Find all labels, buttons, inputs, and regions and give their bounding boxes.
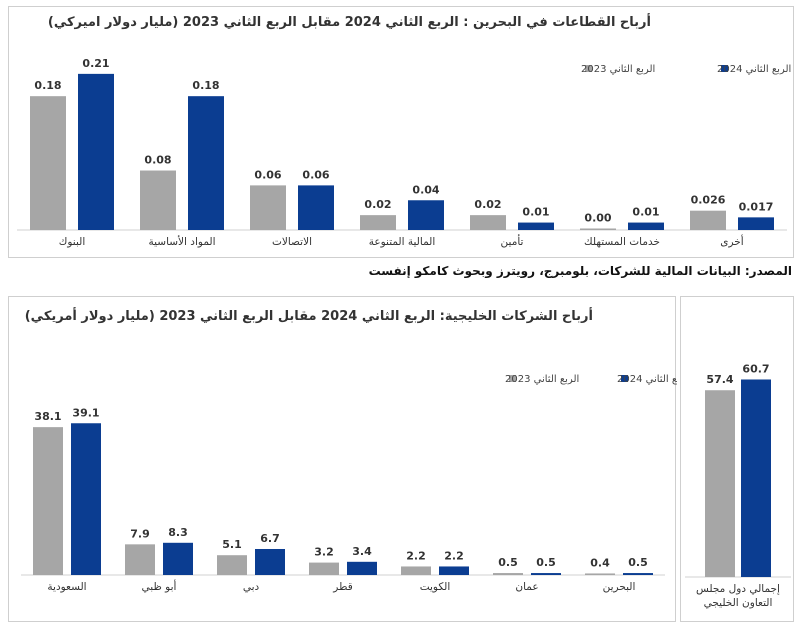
data-label: 0.5	[498, 556, 518, 569]
gcc-total-chart-panel: 57.4 60.7 إجمالي دول مجلس التعاون الخليجي	[680, 296, 794, 622]
legend-label: الربع الثاني 2023	[581, 64, 655, 75]
category-label: تأمين	[501, 234, 524, 248]
category-label: المواد الأساسية	[148, 235, 215, 248]
data-label: 0.01	[632, 206, 659, 219]
category-label: البنوك	[59, 236, 86, 248]
bar-q2-2024	[163, 542, 193, 575]
data-label: 60.7	[742, 362, 769, 375]
data-label: 2.2	[444, 549, 464, 562]
source-note: المصدر: البيانات المالية للشركات، بلومبر…	[368, 264, 792, 278]
data-label: 2.2	[406, 549, 426, 562]
data-label: 0.08	[144, 154, 171, 167]
data-label: 0.5	[628, 556, 648, 569]
category-label: قطر	[332, 581, 352, 593]
bar-q2-2024	[518, 222, 554, 230]
data-label: 0.00	[584, 212, 611, 225]
data-label: 39.1	[72, 406, 99, 419]
bar-q2-2023	[401, 566, 431, 575]
category-label: أبو ظبي	[142, 579, 177, 593]
gcc-markets-chart: 38.1 39.1 السعودية 7.9 8.3 أبو ظبي 5.1 6.7 دبي 3.…	[21, 374, 691, 593]
data-label: 0.02	[474, 198, 501, 211]
category-label: أخرى	[720, 234, 744, 248]
gcc-markets-chart-panel: أرباح الشركات الخليجية: الربع الثاني 202…	[8, 296, 691, 622]
chart-title: أرباح الشركات الخليجية: الربع الثاني 202…	[24, 309, 593, 324]
bar-q2-2023	[250, 185, 286, 230]
chart-title: أرباح القطاعات في البحرين : الربع الثاني…	[47, 15, 651, 30]
bahrain-sectors-chart: 0.18 0.21 البنوك 0.08 0.18 المواد الأساسية 0.0…	[17, 57, 791, 248]
data-label: 57.4	[706, 373, 733, 386]
category-label: البحرين	[603, 581, 636, 593]
legend-label: الربع الثاني 2023	[505, 374, 579, 385]
category-label: التعاون الخليجي	[704, 597, 773, 609]
bar-q2-2023	[125, 544, 155, 575]
data-label: 0.04	[412, 183, 439, 196]
category-label: السعودية	[47, 581, 86, 593]
bar-q2-2023	[470, 215, 506, 230]
bar-q2-2023	[493, 573, 523, 575]
bar-q2-2023	[309, 562, 339, 575]
data-label: 38.1	[34, 410, 61, 423]
legend-label: الربع الثاني 2024	[717, 64, 791, 75]
category-label: عمان	[515, 581, 538, 593]
data-label: 0.4	[590, 556, 610, 569]
bar-q2-2023	[580, 228, 616, 230]
data-label: 0.21	[82, 57, 109, 70]
bar-q2-2024	[623, 573, 653, 575]
bar-q2-2024	[531, 573, 561, 575]
bar-q2-2023	[360, 215, 396, 230]
data-label: 0.017	[739, 200, 774, 213]
bar-q2-2023	[33, 427, 63, 575]
data-label: 8.3	[168, 526, 188, 539]
data-label: 0.18	[192, 79, 219, 92]
bar-q2-2023	[217, 555, 247, 575]
bar-q2-2023	[690, 210, 726, 230]
legend-swatch-q2-2023	[585, 65, 592, 72]
legend-swatch-q2-2024	[721, 65, 728, 72]
data-label: 0.06	[302, 168, 329, 181]
bar-q2-2024	[78, 73, 114, 230]
bar-q2-2024	[741, 379, 771, 577]
category-label: خدمات المستهلك	[584, 236, 660, 248]
bar-q2-2024	[71, 423, 101, 575]
data-label: 0.01	[522, 206, 549, 219]
category-label: الكويت	[420, 581, 451, 593]
data-label: 5.1	[222, 538, 242, 551]
bar-q2-2024	[408, 200, 444, 230]
data-label: 3.2	[314, 546, 334, 559]
data-label: 7.9	[130, 527, 150, 540]
category-label: دبي	[243, 581, 260, 593]
bar-q2-2023	[585, 573, 615, 575]
legend-swatch-q2-2024	[621, 375, 628, 382]
bar-q2-2024	[628, 222, 664, 230]
data-label: 6.7	[260, 532, 280, 545]
category-label: إجمالي دول مجلس	[696, 583, 780, 595]
bar-q2-2024	[255, 548, 285, 575]
bar-q2-2023	[705, 390, 735, 577]
bahrain-sectors-chart-panel: أرباح القطاعات في البحرين : الربع الثاني…	[8, 6, 794, 258]
category-label: المالية المتنوعة	[369, 236, 436, 248]
bar-q2-2024	[347, 561, 377, 575]
bar-q2-2024	[188, 96, 224, 230]
bar-q2-2023	[140, 170, 176, 230]
bar-q2-2024	[439, 566, 469, 575]
data-label: 0.02	[364, 198, 391, 211]
category-label: الاتصالات	[272, 236, 312, 248]
data-label: 3.4	[352, 545, 372, 558]
data-label: 0.026	[691, 194, 726, 207]
legend-label: الربع الثاني 2024	[617, 374, 677, 385]
gcc-total-chart: 57.4 60.7 إجمالي دول مجلس التعاون الخليجي	[685, 362, 791, 609]
data-label: 0.18	[34, 79, 61, 92]
data-label: 0.5	[536, 556, 556, 569]
bar-q2-2023	[30, 96, 66, 230]
bar-q2-2024	[738, 217, 774, 230]
legend-swatch-q2-2023	[509, 375, 516, 382]
bar-q2-2024	[298, 185, 334, 230]
data-label: 0.06	[254, 168, 281, 181]
